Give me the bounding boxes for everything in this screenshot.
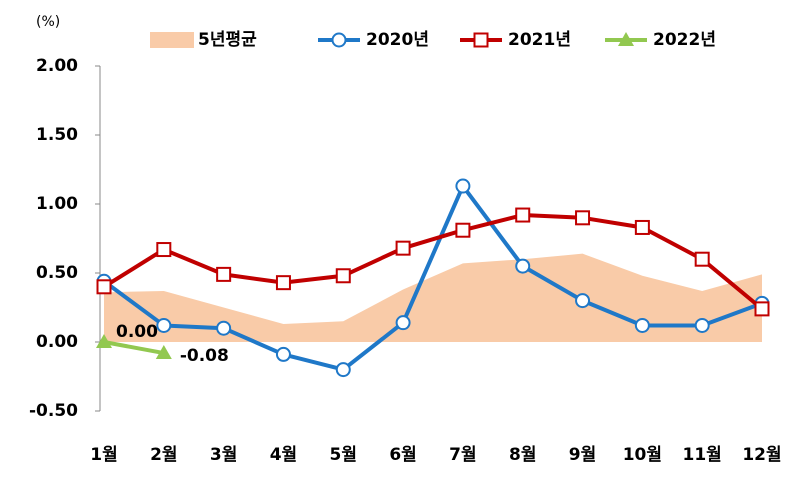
point [335,268,351,284]
point [754,301,770,317]
point [155,345,172,360]
point [575,293,591,309]
y-tick-label: 1.00 [36,194,78,214]
point [455,222,471,238]
x-tick-label: 7월 [449,445,476,465]
point [575,210,591,226]
y-tick-label: 2.00 [36,56,78,76]
x-tick-label: 9월 [569,445,596,465]
point [275,346,291,362]
x-tick-label: 11월 [683,445,722,465]
x-tick-label: 10월 [623,445,662,465]
x-tick-label: 1월 [90,445,117,465]
data-label: -0.08 [180,346,229,366]
y-tick-label: 0.50 [36,263,78,283]
area [104,253,762,342]
legend-label: 2022년 [653,30,716,50]
x-tick-label: 8월 [509,445,536,465]
unit-label: (%) [36,14,60,30]
point [96,334,112,348]
point [694,317,710,333]
point [216,320,232,336]
legend-swatch [150,32,194,48]
y-tick-label: -0.50 [29,401,78,421]
point [515,258,531,274]
point [335,362,351,378]
legend-marker [331,32,347,48]
legend-label: 2020년 [366,30,429,50]
x-tick-label: 4월 [270,445,297,465]
y-tick-label: 1.50 [36,125,78,145]
point [96,279,112,295]
point [156,317,172,333]
point [275,275,291,291]
legend-marker [618,32,634,46]
data-label: 0.00 [116,322,158,342]
point [156,242,172,258]
line [103,340,165,356]
point [515,207,531,223]
x-tick-label: 2월 [150,445,177,465]
legend-label: 5년평균 [198,30,257,50]
point [216,266,232,282]
line [102,213,764,311]
x-tick-label: 12월 [742,445,781,465]
legend-label: 2021년 [508,30,571,50]
point [395,240,411,256]
x-tick-label: 3월 [210,445,237,465]
y-tick-label: 0.00 [36,332,78,352]
legend-marker [473,32,489,48]
x-tick-label: 5월 [330,445,357,465]
point [694,251,710,267]
point [455,178,471,194]
point [634,317,650,333]
point [395,315,411,331]
point [634,219,650,235]
line [102,184,763,372]
x-tick-label: 6월 [389,445,416,465]
